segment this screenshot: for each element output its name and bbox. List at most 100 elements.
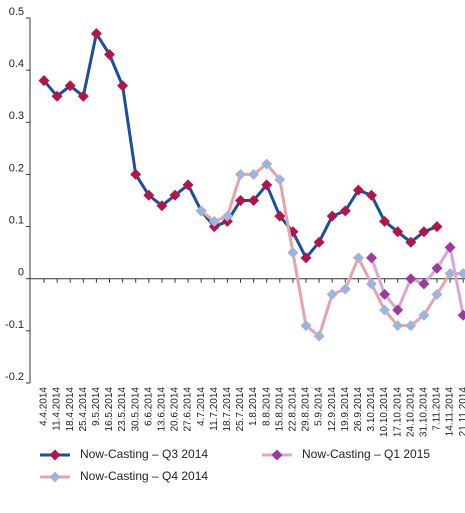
marker	[366, 252, 377, 264]
legend-label: Now-Casting – Q1 2015	[302, 447, 430, 461]
marker	[418, 226, 430, 238]
x-tick-label: 8.8.2014	[261, 387, 272, 426]
marker	[235, 195, 246, 206]
marker	[326, 210, 338, 222]
x-tick-label: 18.4.2014	[65, 387, 76, 432]
marker	[352, 252, 364, 264]
marker	[339, 205, 351, 217]
x-tick-label: 16.5.2014	[104, 387, 115, 432]
y-tick-label: 0.4	[9, 58, 24, 70]
marker	[221, 210, 233, 222]
marker	[444, 268, 456, 279]
marker	[38, 75, 50, 87]
marker	[235, 168, 246, 180]
marker	[300, 320, 312, 332]
x-tick-label: 9.5.2014	[91, 387, 102, 426]
marker	[274, 210, 286, 222]
x-tick-label: 12.9.2014	[327, 387, 338, 432]
marker	[418, 278, 430, 290]
legend-label: Now-Casting – Q3 2014	[80, 447, 208, 461]
marker	[405, 236, 417, 248]
legend-marker	[271, 449, 283, 461]
marker	[392, 304, 404, 316]
series-line	[370, 243, 465, 316]
x-tick-label: 4.7.2014	[196, 387, 207, 426]
marker	[431, 262, 443, 274]
marker	[339, 283, 351, 295]
marker	[248, 195, 260, 206]
y-tick-label: -0.2	[5, 371, 24, 383]
x-tick-label: 4.4.2014	[39, 387, 50, 426]
x-tick-label: 31.10.2014	[419, 387, 430, 437]
legend-marker	[49, 449, 61, 461]
x-tick-label: 25.7.2014	[235, 387, 246, 432]
x-tick-label: 30.5.2014	[130, 387, 141, 432]
marker	[313, 236, 325, 248]
x-tick-label: 15.8.2014	[274, 387, 285, 432]
x-tick-label: 7.11.2014	[432, 387, 443, 431]
x-tick-label: 3.10.2014	[366, 387, 377, 432]
x-tick-label: 21.11.2014	[458, 387, 465, 437]
marker	[104, 49, 115, 60]
x-tick-label: 1.8.2014	[248, 387, 259, 426]
marker	[352, 184, 364, 196]
marker	[195, 205, 207, 217]
marker	[379, 215, 391, 227]
x-tick-label: 13.6.2014	[157, 387, 168, 432]
legend-marker	[49, 471, 61, 483]
x-tick-label: 20.6.2014	[170, 387, 181, 432]
marker	[431, 221, 443, 233]
marker	[313, 330, 325, 342]
marker	[366, 189, 377, 201]
marker	[64, 80, 76, 92]
x-tick-label: 10.10.2014	[379, 387, 390, 437]
marker	[274, 174, 286, 186]
marker	[405, 320, 417, 332]
marker	[326, 288, 338, 300]
x-tick-label: 5.9.2014	[314, 387, 325, 426]
marker	[418, 309, 430, 321]
x-tick-label: 6.6.2014	[143, 387, 154, 426]
legend-label: Now-Casting – Q4 2014	[80, 469, 208, 483]
marker	[405, 273, 417, 285]
marker	[248, 168, 260, 180]
marker	[300, 252, 312, 264]
marker	[169, 189, 181, 201]
x-tick-label: 23.5.2014	[117, 387, 128, 432]
x-tick-label: 25.4.2014	[78, 387, 89, 432]
marker	[51, 90, 63, 102]
marker	[143, 189, 155, 201]
marker	[379, 288, 391, 300]
marker	[392, 320, 404, 332]
marker	[130, 168, 142, 180]
x-tick-label: 19.9.2014	[340, 387, 351, 432]
marker	[379, 304, 391, 316]
y-tick-label: 0.3	[9, 110, 24, 122]
marker	[366, 278, 377, 290]
series-line	[42, 29, 438, 261]
x-tick-label: 22.8.2014	[288, 387, 299, 432]
marker	[261, 158, 273, 170]
marker	[156, 200, 168, 212]
x-tick-label: 14.11.2014	[445, 387, 456, 437]
y-tick-label: 0.1	[9, 214, 24, 226]
marker	[444, 241, 456, 253]
marker	[392, 226, 404, 238]
y-tick-label: -0.1	[5, 319, 24, 331]
x-tick-label: 17.10.2014	[392, 387, 403, 437]
x-tick-label: 11.4.2014	[52, 387, 63, 431]
marker	[117, 80, 129, 92]
marker	[287, 247, 299, 259]
marker	[457, 268, 465, 279]
x-tick-label: 24.10.2014	[405, 387, 416, 437]
x-tick-label: 29.8.2014	[301, 387, 312, 432]
marker	[261, 179, 273, 191]
marker	[208, 215, 220, 227]
marker	[431, 288, 443, 300]
x-tick-label: 11.7.2014	[209, 387, 220, 431]
marker	[90, 28, 102, 40]
y-tick-label: 0.5	[9, 6, 24, 18]
y-tick-label: 0.2	[9, 162, 24, 174]
y-tick-label: 0	[18, 267, 24, 279]
